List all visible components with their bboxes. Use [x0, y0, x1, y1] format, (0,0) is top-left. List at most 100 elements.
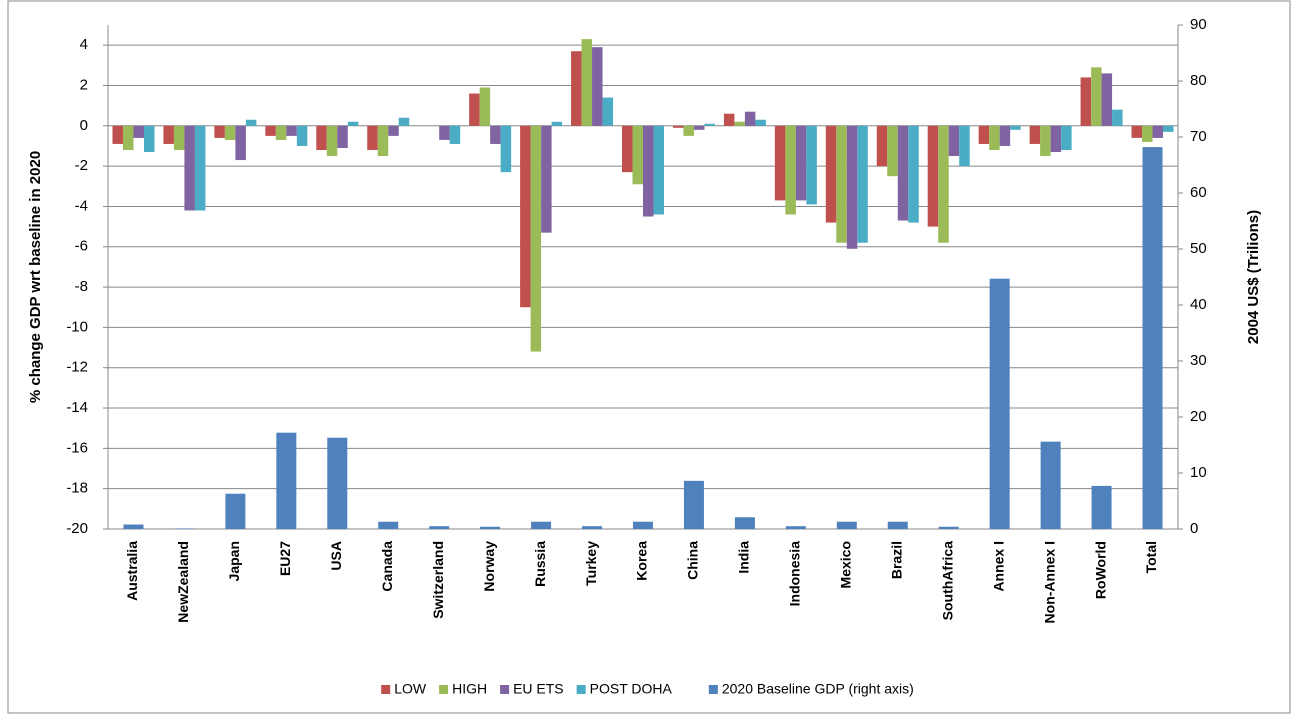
bar: [571, 51, 582, 126]
bar: [633, 521, 653, 529]
x-tick-label: Indonesia: [787, 541, 803, 607]
y-tick-label: 4: [80, 36, 88, 53]
bar: [541, 125, 552, 233]
bar: [734, 121, 745, 126]
bar: [836, 521, 857, 529]
bar: [225, 493, 246, 529]
x-tick-label: USA: [328, 541, 344, 571]
bar: [1142, 125, 1153, 142]
legend-swatch: [500, 685, 510, 694]
bar: [795, 125, 807, 201]
y-tick-label: 0: [80, 117, 88, 134]
bar: [755, 119, 766, 126]
bar: [122, 125, 134, 150]
bar: [143, 125, 155, 153]
bar: [734, 517, 755, 529]
bar: [551, 121, 563, 126]
x-tick-label: Norway: [481, 541, 497, 592]
x-tick-label: Brazil: [888, 541, 904, 579]
bar: [876, 125, 888, 167]
bar: [275, 125, 287, 140]
bar: [683, 480, 704, 529]
chart-border: [7, 0, 1291, 714]
legend-label: HIGH: [452, 681, 487, 697]
bar: [806, 125, 817, 205]
bar: [582, 526, 603, 529]
bar: [520, 125, 531, 308]
bar: [622, 125, 633, 173]
x-tick-label: India: [736, 541, 752, 574]
bar: [785, 125, 796, 215]
bar: [276, 432, 297, 529]
bar: [480, 526, 501, 529]
y2-tick-label: 0: [1190, 520, 1198, 537]
bar: [123, 524, 144, 529]
bar: [1040, 441, 1061, 529]
y-tick-label: -8: [75, 278, 88, 295]
x-tick-label: Mexico: [838, 541, 854, 588]
bar: [683, 125, 694, 136]
bar: [948, 125, 960, 157]
bar: [265, 125, 276, 136]
bar: [1091, 67, 1102, 126]
bar: [398, 117, 410, 126]
bar: [1050, 125, 1062, 153]
bar: [785, 526, 806, 529]
bar: [897, 125, 909, 221]
bar: [377, 125, 389, 157]
bar: [825, 125, 837, 223]
bar: [235, 125, 246, 161]
bar: [723, 113, 735, 126]
bar: [1040, 125, 1051, 157]
x-tick-label: NewZealand: [175, 541, 191, 623]
bar: [347, 121, 359, 126]
bar: [978, 125, 990, 144]
bar: [887, 125, 898, 177]
legend-swatch: [381, 685, 391, 694]
bar: [163, 125, 174, 144]
bar: [530, 125, 542, 352]
bar: [326, 125, 338, 157]
x-tick-label: Total: [1143, 541, 1159, 573]
bar: [1112, 109, 1123, 126]
bar: [846, 125, 858, 249]
bar: [887, 521, 908, 529]
bar: [999, 125, 1011, 146]
y2-axis-title: 2004 US$ (Trilions): [1245, 210, 1262, 344]
bar: [479, 87, 491, 126]
bar: [602, 97, 614, 126]
y-tick-label: -2: [75, 157, 88, 174]
bar: [429, 526, 450, 529]
y-tick-label: -20: [66, 520, 88, 537]
y-tick-label: -6: [75, 238, 88, 255]
y2-tick-label: 10: [1190, 464, 1207, 481]
bar: [1163, 125, 1174, 132]
bar: [490, 125, 501, 144]
bar: [112, 125, 123, 144]
legend-label: EU ETS: [513, 681, 564, 697]
bar: [1061, 125, 1072, 150]
x-tick-label: Annex I: [990, 541, 1006, 592]
x-tick-label: Turkey: [583, 541, 599, 586]
y-tick-label: -10: [66, 318, 88, 335]
bar: [592, 47, 603, 126]
legend-label: 2020 Baseline GDP (right axis): [722, 681, 914, 697]
legend-label: LOW: [394, 681, 427, 697]
bar: [214, 125, 225, 138]
bar: [184, 125, 195, 211]
y-axis-title: % change GDP wrt baseline in 2020: [27, 151, 44, 403]
y2-tick-label: 40: [1190, 296, 1207, 313]
bar: [1080, 77, 1092, 126]
bar: [653, 125, 664, 215]
bar: [337, 125, 348, 148]
bar: [1010, 125, 1021, 130]
bar: [744, 111, 756, 126]
x-tick-label: SouthAfrica: [939, 541, 955, 621]
bar: [1029, 125, 1041, 144]
bar: [449, 125, 461, 144]
y2-tick-label: 80: [1190, 72, 1207, 89]
legend-label: POST DOHA: [590, 681, 673, 697]
bar: [938, 526, 959, 529]
bar: [194, 125, 206, 211]
